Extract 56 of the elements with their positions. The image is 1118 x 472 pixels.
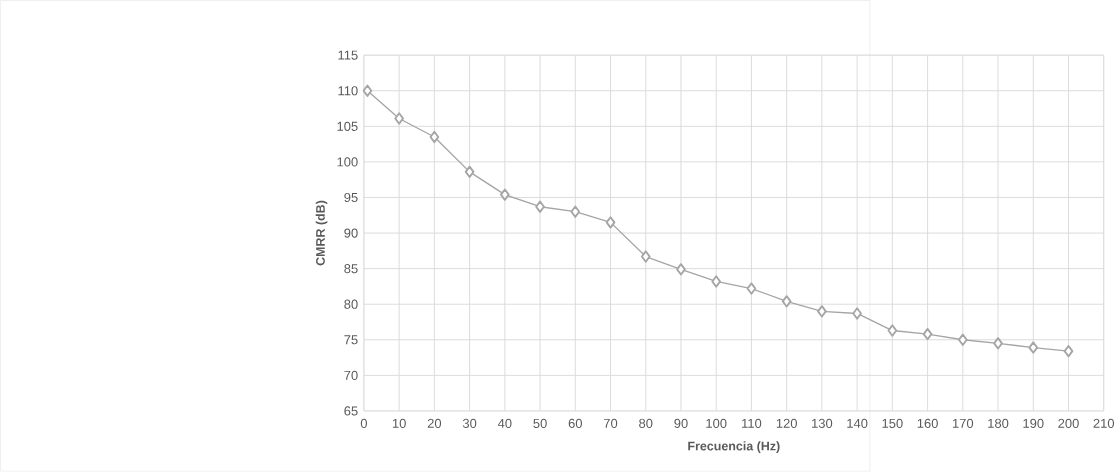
x-tick-label: 170 xyxy=(952,418,974,429)
point xyxy=(711,275,722,288)
y-tick-label: 105 xyxy=(337,121,358,132)
y-tick-label: 110 xyxy=(338,86,358,96)
point xyxy=(570,205,581,218)
y-tick-label: 100 xyxy=(337,157,358,167)
point xyxy=(1028,341,1039,354)
x-tick-label: 190 xyxy=(1023,418,1044,429)
point xyxy=(535,200,545,213)
point xyxy=(781,295,792,308)
x-tick-label: 10 xyxy=(392,418,406,429)
y-tick-label: 115 xyxy=(338,50,358,60)
x-tick-label: 50 xyxy=(533,418,547,429)
point xyxy=(746,282,757,295)
point xyxy=(464,165,475,179)
point xyxy=(676,263,686,276)
x-tick-label: 0 xyxy=(360,418,368,429)
point xyxy=(1063,345,1074,358)
x-tick-label: 200 xyxy=(1058,418,1079,429)
point xyxy=(817,305,827,318)
y-tick-label: 85 xyxy=(344,264,358,274)
point xyxy=(957,333,968,347)
y-tick-label: 90 xyxy=(344,228,358,238)
x-tick-label: 130 xyxy=(812,418,833,429)
point xyxy=(429,130,440,144)
y-tick-label: 95 xyxy=(344,193,358,203)
x-tick-label: 80 xyxy=(639,418,653,429)
x-tick-label: 30 xyxy=(462,418,477,429)
x-tick-label: 160 xyxy=(917,418,938,429)
x-tick-label: 20 xyxy=(427,418,442,429)
y-tick-label: 70 xyxy=(344,370,358,381)
point xyxy=(993,337,1003,350)
x-tick-label: 60 xyxy=(568,418,582,429)
x-tick-label: 100 xyxy=(706,418,727,429)
point xyxy=(394,112,404,125)
point xyxy=(605,216,616,229)
point xyxy=(640,250,651,263)
point xyxy=(887,324,898,337)
x-tick-label: 210 xyxy=(1093,418,1115,429)
point xyxy=(922,328,933,341)
x-tick-label: 180 xyxy=(988,418,1009,429)
x-tick-label: 110 xyxy=(742,418,762,429)
x-tick-label: 70 xyxy=(603,418,618,429)
x-tick-label: 120 xyxy=(776,418,797,429)
x-tick-label: 150 xyxy=(882,418,903,429)
y-tick-label: 75 xyxy=(344,335,358,345)
point xyxy=(362,84,373,97)
y-axis-title: CMRR (dB) xyxy=(315,200,328,266)
point xyxy=(852,307,862,320)
x-axis-title: Frecuencia (Hz) xyxy=(688,441,780,454)
x-tick-label: 140 xyxy=(847,418,868,429)
x-tick-label: 40 xyxy=(497,418,512,429)
y-tick-label: 80 xyxy=(344,299,358,309)
x-tick-label: 90 xyxy=(674,418,688,429)
point xyxy=(500,188,510,201)
y-tick-label: 65 xyxy=(344,406,358,416)
